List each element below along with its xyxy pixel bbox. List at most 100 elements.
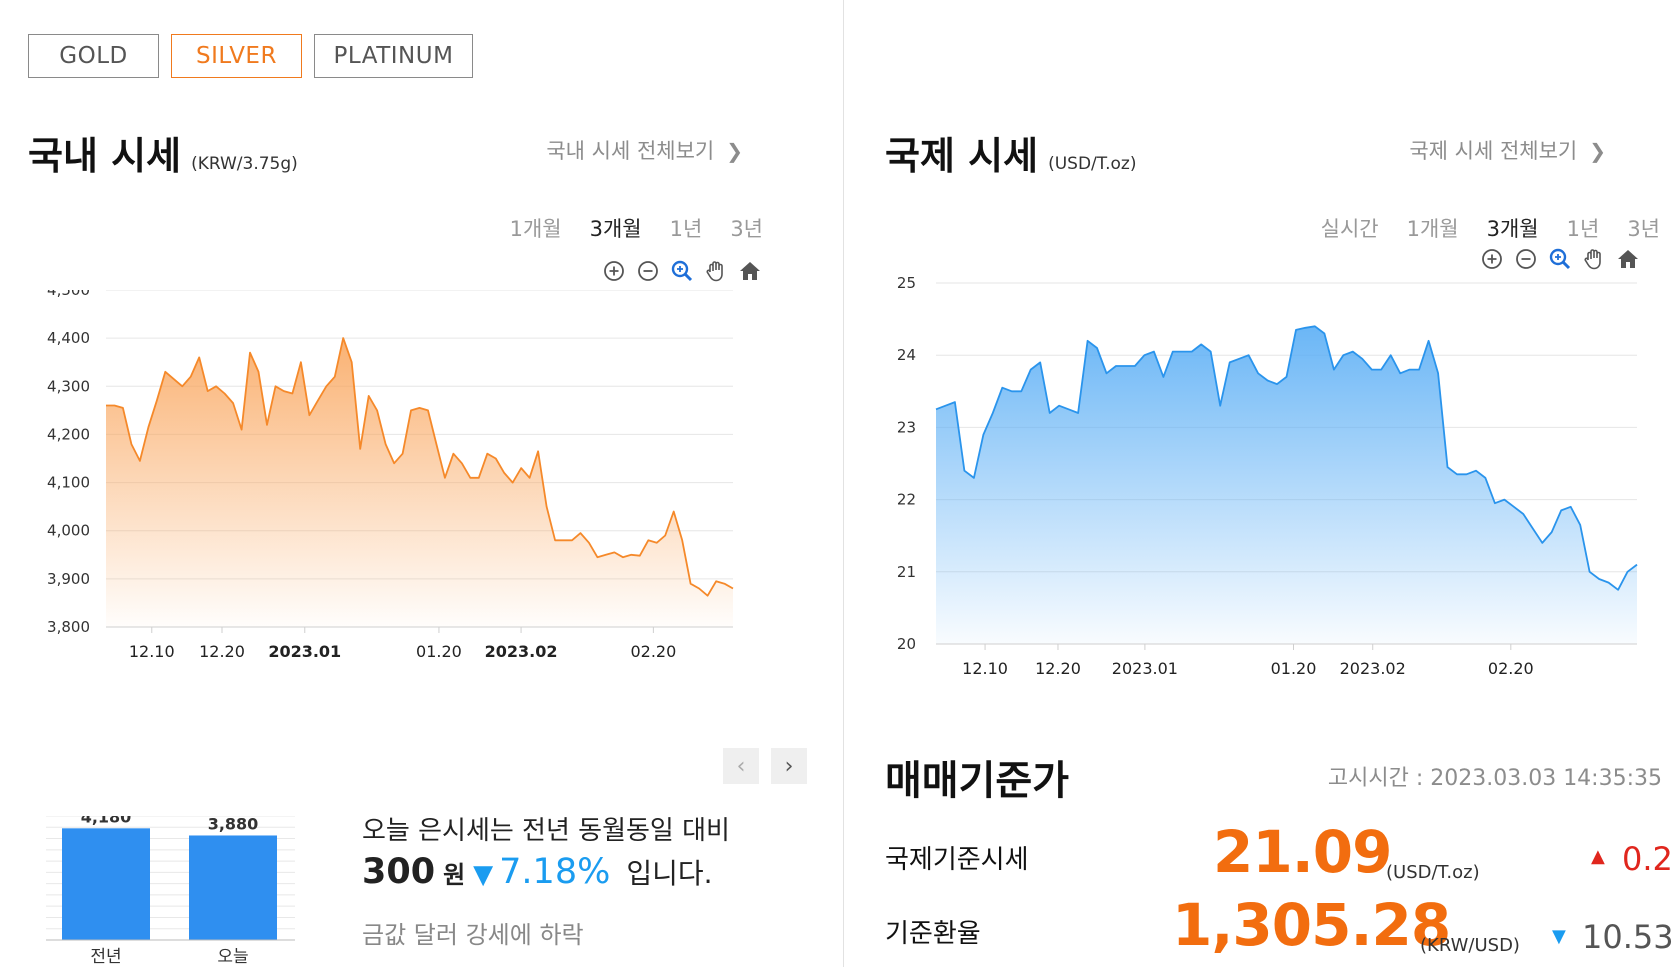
bar-value-label: 3,880 xyxy=(208,816,259,833)
domestic-more-link[interactable]: 국내 시세 전체보기 ❯ xyxy=(546,135,743,165)
domestic-period-tabs: 1개월 3개월 1년 3년 xyxy=(510,213,763,243)
zoom-out-icon[interactable] xyxy=(635,258,661,284)
domestic-title-text: 국내 시세 xyxy=(28,134,182,178)
y-tick-label: 4,500 xyxy=(47,290,90,299)
international-more-label: 국제 시세 전체보기 xyxy=(1409,139,1578,163)
y-tick-label: 4,000 xyxy=(47,522,90,540)
y-tick-label: 4,100 xyxy=(47,474,90,492)
international-chart-tools xyxy=(1479,246,1641,272)
intl-standard-unit: (USD/T.oz) xyxy=(1386,862,1480,883)
y-tick-label: 23 xyxy=(897,418,916,436)
domestic-unit: (KRW/3.75g) xyxy=(191,154,298,174)
domestic-period-1y[interactable]: 1년 xyxy=(669,217,703,241)
y-tick-label: 25 xyxy=(897,274,916,292)
home-icon[interactable] xyxy=(737,258,763,284)
x-tick-label: 2023.02 xyxy=(485,642,558,661)
x-tick-label: 12.20 xyxy=(1035,659,1081,678)
domestic-chart-tools xyxy=(601,258,763,284)
comparison-amount-unit: 원 xyxy=(443,861,466,889)
chevron-right-icon: ❯ xyxy=(726,139,743,163)
chevron-right-icon: ❯ xyxy=(1589,139,1606,163)
international-period-tabs: 실시간 1개월 3개월 1년 3년 xyxy=(1321,213,1660,243)
domestic-title: 국내 시세 (KRW/3.75g) xyxy=(28,125,298,180)
exchange-rate-change: 10.53 xyxy=(1582,918,1672,956)
standard-price-title: 매매기준가 xyxy=(885,758,1069,804)
comparison-sentence: 오늘 은시세는 전년 동월동일 대비 xyxy=(362,816,730,846)
comparison-suffix: 입니다. xyxy=(626,857,713,890)
x-tick-label: 01.20 xyxy=(416,642,462,661)
intl-standard-change: 0.2 xyxy=(1622,840,1672,878)
y-tick-label: 4,400 xyxy=(47,329,90,347)
x-tick-label: 02.20 xyxy=(1488,659,1534,678)
domestic-period-3y[interactable]: 3년 xyxy=(730,217,763,241)
international-period-realtime[interactable]: 실시간 xyxy=(1320,217,1379,241)
x-tick-label: 2023.01 xyxy=(268,642,341,661)
international-title-text: 국제 시세 xyxy=(885,134,1039,178)
bar-category-label: 오늘 xyxy=(217,947,248,967)
y-tick-label: 24 xyxy=(897,346,916,364)
tab-silver[interactable]: SILVER xyxy=(171,34,302,78)
domestic-more-label: 국내 시세 전체보기 xyxy=(546,139,715,163)
bar-value-label: 4,180 xyxy=(81,816,132,826)
exchange-rate-label: 기준환율 xyxy=(885,919,981,949)
hand-pan-icon[interactable] xyxy=(703,258,729,284)
x-tick-label: 02.20 xyxy=(630,642,676,661)
international-title: 국제 시세 (USD/T.oz) xyxy=(885,125,1137,180)
bar xyxy=(62,828,150,940)
exchange-rate-value: 1,305.28 xyxy=(1172,891,1451,959)
x-tick-label: 2023.02 xyxy=(1340,659,1406,678)
intl-standard-value: 21.09 xyxy=(1213,818,1392,886)
international-period-1y[interactable]: 1년 xyxy=(1566,217,1600,241)
hand-pan-icon[interactable] xyxy=(1581,246,1607,272)
y-tick-label: 21 xyxy=(897,563,916,581)
magnifier-icon[interactable] xyxy=(1547,246,1573,272)
series-area xyxy=(106,338,733,627)
comparison-percent: 7.18% xyxy=(499,852,611,892)
year-comparison-bar-chart: 4,180 전년 3,880 오늘 xyxy=(46,816,295,967)
home-icon[interactable] xyxy=(1615,246,1641,272)
column-divider xyxy=(843,0,844,967)
domestic-price-chart[interactable]: 4,500 4,400 4,300 4,200 4,100 4,000 3,900 3,800… xyxy=(40,290,800,720)
y-tick-label: 22 xyxy=(897,491,916,509)
down-triangle-icon: ▼ xyxy=(1552,926,1566,947)
comparison-note: 금값 달러 강세에 하락 xyxy=(362,921,584,949)
international-unit: (USD/T.oz) xyxy=(1048,154,1137,174)
international-period-1m[interactable]: 1개월 xyxy=(1406,217,1459,241)
international-period-3m[interactable]: 3개월 xyxy=(1486,217,1539,241)
y-tick-label: 3,900 xyxy=(47,570,90,588)
tab-platinum[interactable]: PLATINUM xyxy=(314,34,473,78)
down-triangle-icon: ▼ xyxy=(473,860,494,890)
exchange-rate-unit: (KRW/USD) xyxy=(1420,935,1520,956)
comparison-result: 300 원 ▼ 7.18% 입니다. xyxy=(362,852,713,892)
tab-gold[interactable]: GOLD xyxy=(28,34,159,78)
chart-prev-button[interactable]: ‹ xyxy=(723,748,759,784)
zoom-in-icon[interactable] xyxy=(1479,246,1505,272)
notice-time: 고시시간 : 2023.03.03 14:35:35 xyxy=(1327,766,1662,791)
zoom-out-icon[interactable] xyxy=(1513,246,1539,272)
bar-category-label: 전년 xyxy=(90,947,121,967)
y-tick-label: 4,200 xyxy=(47,425,90,443)
x-tick-label: 01.20 xyxy=(1271,659,1317,678)
international-price-chart[interactable]: 25 24 23 22 21 20 12.10 12.20 2023.01 01.20 2023.0… xyxy=(896,268,1656,698)
zoom-in-icon[interactable] xyxy=(601,258,627,284)
intl-standard-label: 국제기준시세 xyxy=(885,845,1029,875)
domestic-period-1m[interactable]: 1개월 xyxy=(509,217,562,241)
series-line xyxy=(935,325,1638,591)
x-tick-label: 2023.01 xyxy=(1112,659,1178,678)
series-line xyxy=(106,337,734,597)
comparison-amount: 300 xyxy=(362,852,436,892)
x-tick-label: 12.20 xyxy=(199,642,245,661)
x-tick-label: 12.10 xyxy=(962,659,1008,678)
international-more-link[interactable]: 국제 시세 전체보기 ❯ xyxy=(1409,135,1606,165)
magnifier-icon[interactable] xyxy=(669,258,695,284)
up-triangle-icon: ▲ xyxy=(1591,846,1605,867)
x-tick-label: 12.10 xyxy=(129,642,175,661)
international-period-3y[interactable]: 3년 xyxy=(1627,217,1660,241)
domestic-period-3m[interactable]: 3개월 xyxy=(589,217,642,241)
y-tick-label: 20 xyxy=(897,635,916,653)
chart-next-button[interactable]: › xyxy=(771,748,807,784)
series-area xyxy=(936,326,1637,644)
y-tick-label: 4,300 xyxy=(47,377,90,395)
y-tick-label: 3,800 xyxy=(47,618,90,636)
bar xyxy=(189,835,277,940)
